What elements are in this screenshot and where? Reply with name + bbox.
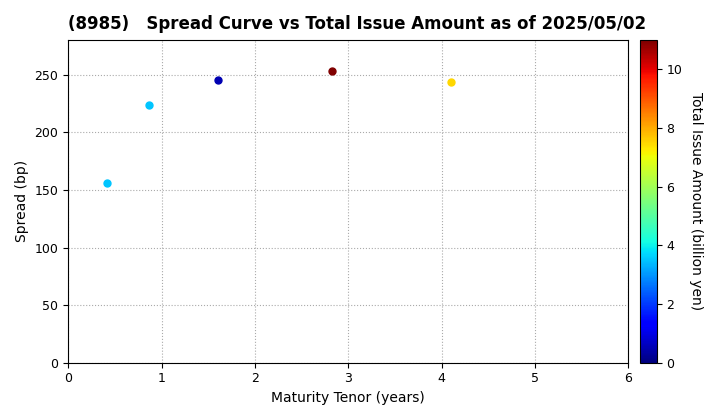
Point <box>102 180 113 186</box>
Y-axis label: Spread (bp): Spread (bp) <box>15 160 29 242</box>
X-axis label: Maturity Tenor (years): Maturity Tenor (years) <box>271 391 426 405</box>
Point <box>445 78 456 85</box>
Point <box>212 77 223 84</box>
Point <box>327 68 338 75</box>
Point <box>143 101 155 108</box>
Text: (8985)   Spread Curve vs Total Issue Amount as of 2025/05/02: (8985) Spread Curve vs Total Issue Amoun… <box>68 15 647 33</box>
Y-axis label: Total Issue Amount (billion yen): Total Issue Amount (billion yen) <box>689 92 703 310</box>
